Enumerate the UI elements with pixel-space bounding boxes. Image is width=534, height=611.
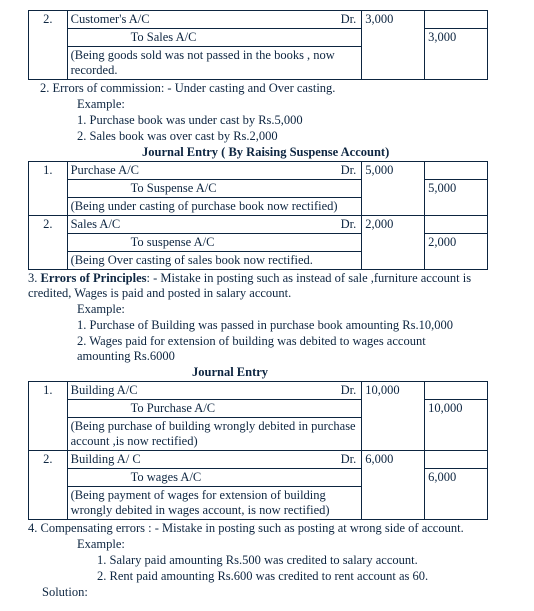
section-2-title: 2. Errors of commission: - Under casting… <box>40 81 512 96</box>
particular: To wages A/C <box>71 470 202 485</box>
section-2-example-label: Example: <box>77 97 512 112</box>
section-4-item-2: 2. Rent paid amounting Rs.600 was credit… <box>97 569 512 584</box>
particular: Sales A/C <box>71 217 121 231</box>
particular: Customer's A/C <box>71 12 150 26</box>
section-3-example-label: Example: <box>77 302 512 317</box>
journal-table-1: 2. Customer's A/C Dr. 3,000 To Sales A/C… <box>28 10 488 80</box>
particular: Building A/C <box>71 383 138 397</box>
row-no: 1. <box>29 382 68 451</box>
particular: To Purchase A/C <box>71 401 216 416</box>
entry-line-1: Purchase A/C Dr. <box>67 162 362 180</box>
section-3-item-1: 1. Purchase of Building was passed in pu… <box>77 318 512 333</box>
credit-amount: 2,000 <box>425 234 488 270</box>
section-2-item-2: 2. Sales book was over cast by Rs.2,000 <box>77 129 512 144</box>
section-4-item-1: 1. Salary paid amounting Rs.500 was cred… <box>97 553 512 568</box>
section-2-item-1: 1. Purchase book was under cast by Rs.5,… <box>77 113 512 128</box>
particular: To suspense A/C <box>71 235 215 250</box>
entry-line-1: Sales A/C Dr. <box>67 216 362 234</box>
entry-line-1: Building A/ C Dr. <box>67 451 362 469</box>
narration: (Being under casting of purchase book no… <box>67 198 362 216</box>
narration: (Being goods sold was not passed in the … <box>67 47 362 80</box>
section-3-item-2: 2. Wages paid for extension of building … <box>77 334 512 364</box>
debit-amount: 2,000 <box>362 216 425 270</box>
credit-blank <box>425 11 488 29</box>
entry-line-2: To wages A/C <box>67 469 362 487</box>
credit-blank <box>425 216 488 234</box>
narration: (Being payment of wages for extension of… <box>67 487 362 520</box>
dr-label: Dr. <box>341 163 359 178</box>
credit-amount: 6,000 <box>425 469 488 520</box>
section-4-solution: Solution: <box>42 585 512 600</box>
credit-blank <box>425 162 488 180</box>
particular: To Suspense A/C <box>71 181 217 196</box>
entry-line-2: To Sales A/C <box>67 29 362 47</box>
entry-line-2: To suspense A/C <box>67 234 362 252</box>
journal-table-3: 1. Building A/C Dr. 10,000 To Purchase A… <box>28 381 488 520</box>
sec3-prefix: 3. <box>28 271 41 285</box>
section-3-heading: Journal Entry <box>22 365 512 380</box>
dr-label: Dr. <box>341 452 359 467</box>
credit-amount: 10,000 <box>425 400 488 451</box>
section-4-title: 4. Compensating errors : - Mistake in po… <box>28 521 512 536</box>
entry-line-1: Customer's A/C Dr. <box>67 11 362 29</box>
particular: To Sales A/C <box>71 30 197 45</box>
credit-amount: 5,000 <box>425 180 488 216</box>
entry-line-2: To Suspense A/C <box>67 180 362 198</box>
narration: (Being purchase of building wrongly debi… <box>67 418 362 451</box>
row-no: 2. <box>29 451 68 520</box>
dr-label: Dr. <box>341 383 359 398</box>
credit-blank <box>425 451 488 469</box>
section-3-title: 3. Errors of Principles: - Mistake in po… <box>28 271 512 301</box>
credit-blank <box>425 382 488 400</box>
dr-label: Dr. <box>341 12 359 27</box>
particular: Purchase A/C <box>71 163 139 177</box>
sec3-bold: Errors of Principles <box>41 271 147 285</box>
dr-label: Dr. <box>341 217 359 232</box>
debit-amount: 10,000 <box>362 382 425 451</box>
section-4-example-label: Example: <box>77 537 512 552</box>
row-no: 2. <box>29 11 68 80</box>
debit-amount: 6,000 <box>362 451 425 520</box>
row-no: 2. <box>29 216 68 270</box>
credit-amount: 3,000 <box>425 29 488 80</box>
particular: Building A/ C <box>71 452 141 466</box>
entry-line-2: To Purchase A/C <box>67 400 362 418</box>
debit-amount: 3,000 <box>362 11 425 80</box>
row-no: 1. <box>29 162 68 216</box>
entry-line-1: Building A/C Dr. <box>67 382 362 400</box>
section-2-heading: Journal Entry ( By Raising Suspense Acco… <box>22 145 512 160</box>
narration: (Being Over casting of sales book now re… <box>67 252 362 270</box>
debit-amount: 5,000 <box>362 162 425 216</box>
journal-table-2: 1. Purchase A/C Dr. 5,000 To Suspense A/… <box>28 161 488 270</box>
